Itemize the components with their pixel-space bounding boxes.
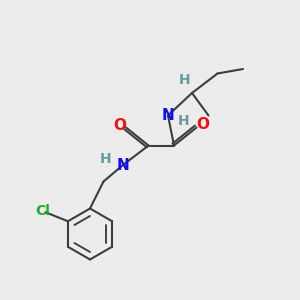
Text: H: H [100, 152, 111, 166]
Text: N: N [117, 158, 129, 172]
Text: H: H [179, 74, 190, 87]
Text: O: O [196, 117, 209, 132]
Text: H: H [178, 114, 189, 128]
Text: N: N [162, 108, 174, 123]
Text: Cl: Cl [35, 204, 50, 218]
Text: O: O [113, 118, 126, 133]
